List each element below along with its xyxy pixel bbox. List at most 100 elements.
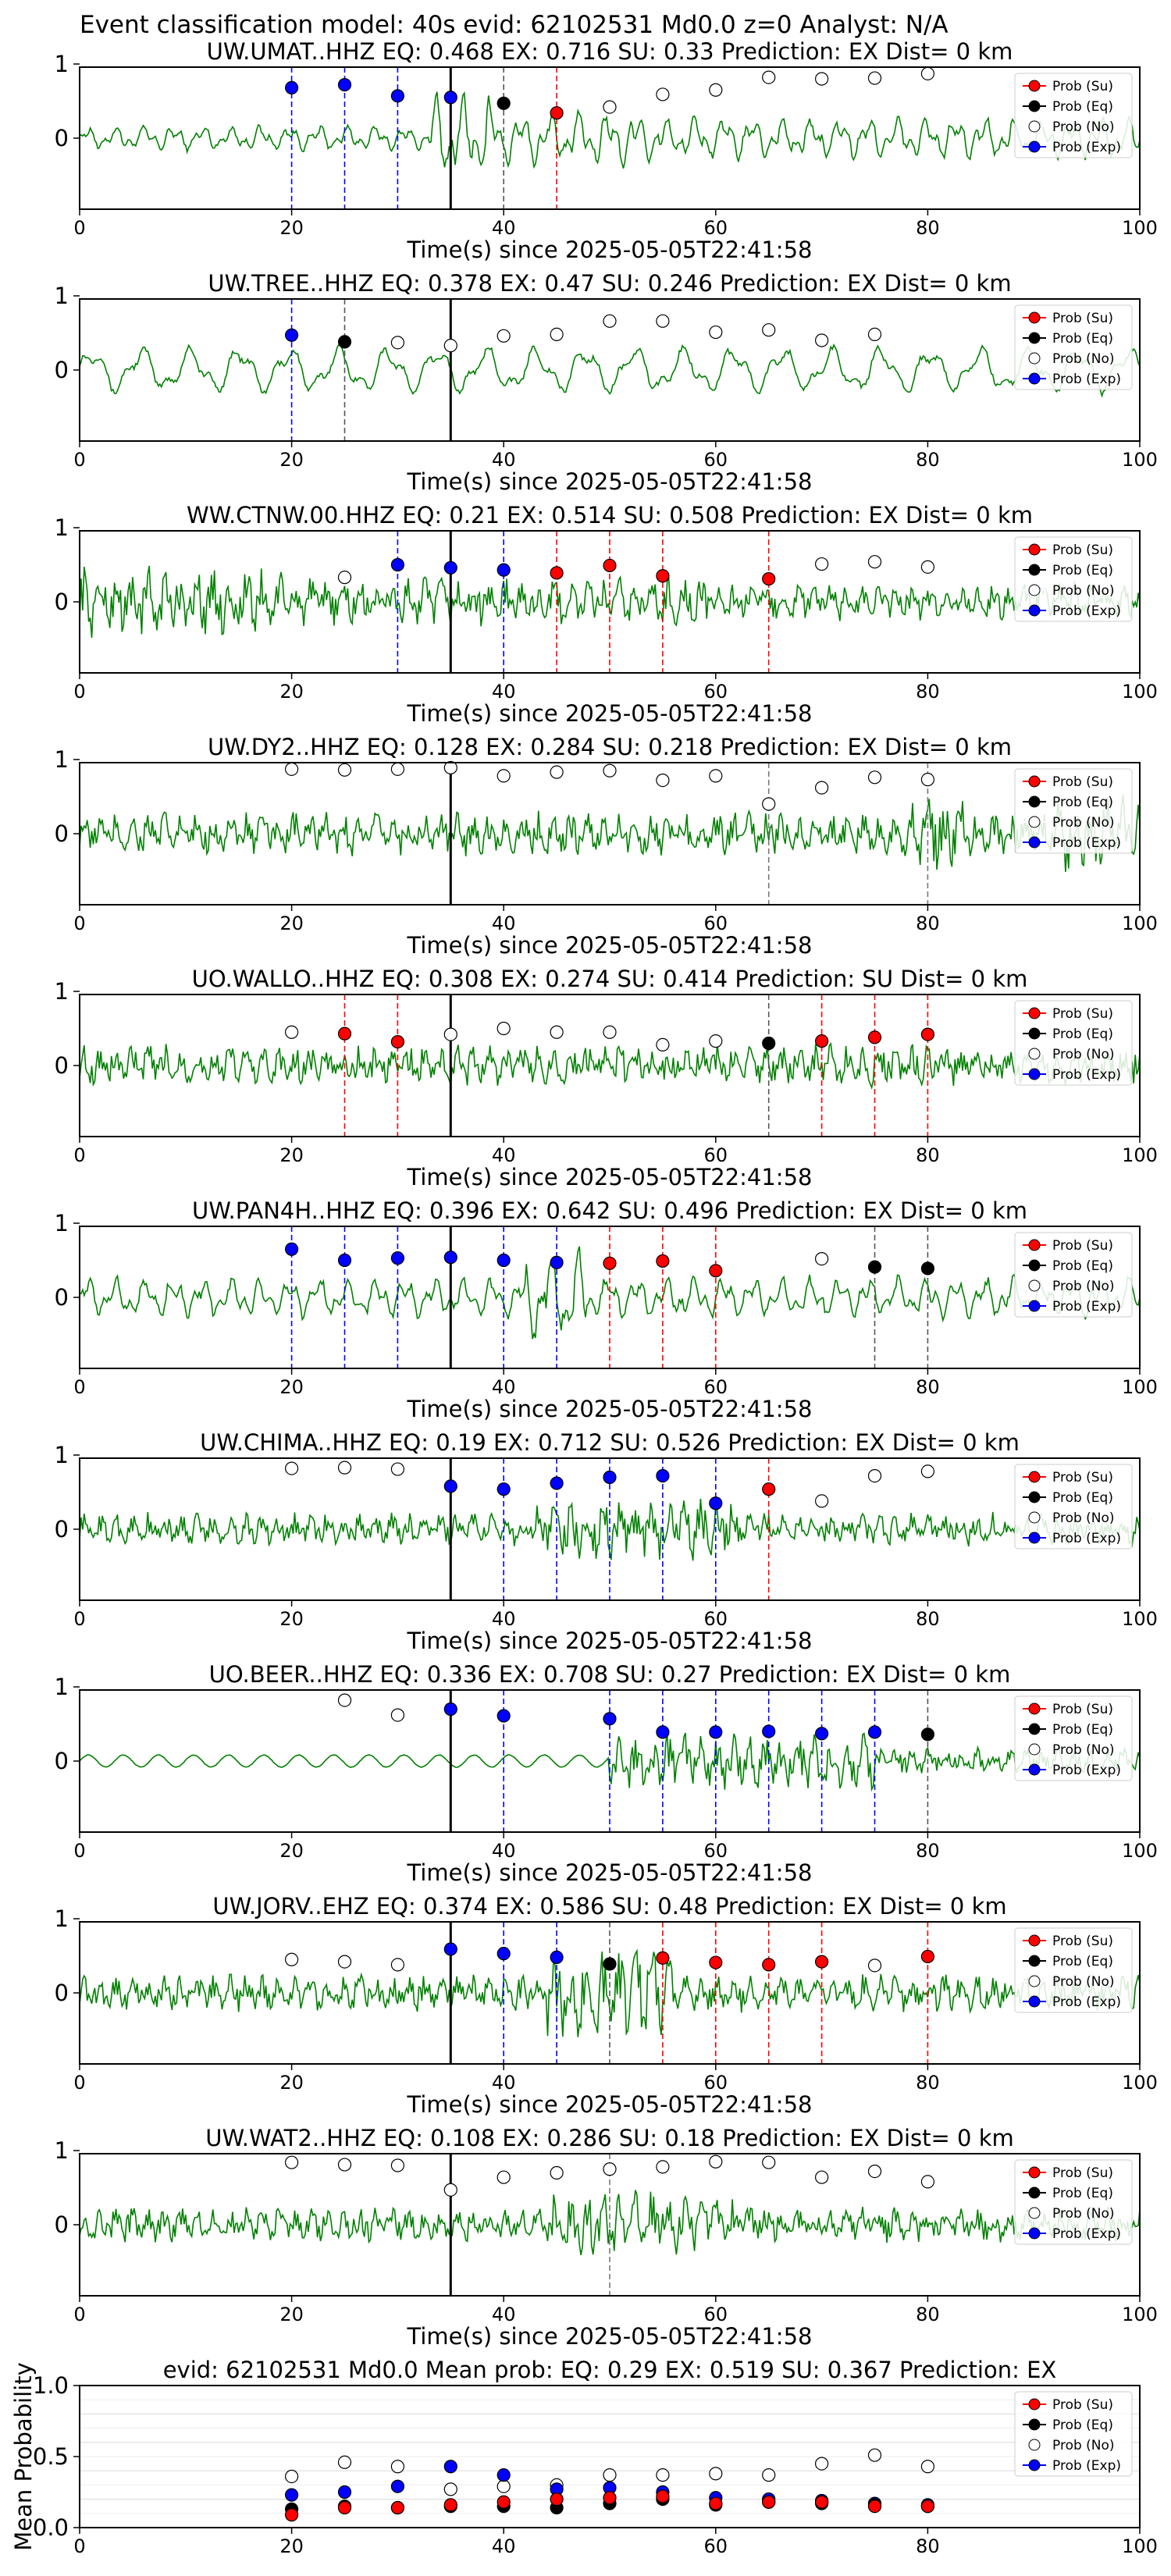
probability-point-no: [867, 555, 882, 569]
legend-marker-no: [1028, 1743, 1041, 1756]
legend-label: Prob (Eq): [1052, 2418, 1113, 2433]
y-tick-label: 0: [55, 1748, 69, 1774]
x-tick-label: 0: [73, 681, 85, 703]
legend-label: Prob (Exp): [1052, 2458, 1121, 2474]
probability-point-no: [603, 763, 617, 777]
legend-marker-eq: [1028, 1723, 1041, 1735]
legend: Prob (Su) Prob (Eq) Prob (No) Prob (Exp): [1014, 1000, 1133, 1086]
probability-point-exp: [443, 1942, 457, 1956]
panel-1: UW.TREE..HHZ EQ: 0.378 EX: 0.47 SU: 0.24…: [55, 270, 1158, 495]
panel-title: UW.DY2..HHZ EQ: 0.128 EX: 0.284 SU: 0.21…: [208, 734, 1012, 760]
probability-point-exp: [443, 91, 457, 105]
probability-point-eq: [920, 1727, 935, 1742]
x-axis-label: Time(s) since 2025-05-05T22:41:58: [407, 2091, 813, 2118]
legend-label: Prob (Exp): [1052, 1299, 1121, 1315]
probability-point-no: [443, 339, 457, 353]
x-tick-label: 0: [73, 1144, 85, 1166]
legend-marker-no: [1028, 1975, 1041, 1987]
probability-point-no: [443, 760, 457, 775]
mean-point-su: [656, 2489, 670, 2503]
legend-marker-exp: [1028, 2227, 1041, 2240]
legend: Prob (Su) Prob (Eq) Prob (No) Prob (Exp): [1014, 73, 1133, 158]
probability-point-exp: [390, 1251, 404, 1265]
y-tick-label: 1: [55, 1905, 69, 1932]
x-tick-label: 100: [1122, 681, 1158, 703]
panel-4: UO.WALLO..HHZ EQ: 0.308 EX: 0.274 SU: 0.…: [55, 966, 1158, 1190]
probability-point-no: [337, 1955, 352, 1969]
probability-point-eq: [920, 1261, 935, 1276]
legend-label: Prob (Exp): [1052, 603, 1121, 619]
x-tick-label: 60: [704, 1840, 728, 1862]
panel-0: UW.UMAT..HHZ EQ: 0.468 EX: 0.716 SU: 0.3…: [55, 38, 1158, 263]
mean-point-su: [285, 2508, 299, 2522]
probability-point-no: [709, 83, 723, 97]
legend-label: Prob (Exp): [1052, 1763, 1121, 1778]
x-tick-label: 0: [73, 1376, 85, 1398]
y-tick-label: 0.0: [33, 2514, 69, 2541]
probability-point-no: [337, 763, 352, 777]
y-tick-label: 0: [55, 357, 69, 383]
x-axis-label: Time(s) since 2025-05-05T22:41:58: [407, 932, 813, 959]
legend-marker-eq: [1028, 1491, 1041, 1503]
x-tick-label: 40: [492, 1840, 516, 1862]
x-tick-label: 80: [916, 1376, 940, 1398]
probability-point-su: [814, 1034, 829, 1048]
waveform-trace: [79, 343, 1141, 398]
probability-point-no: [390, 336, 404, 350]
legend-label: Prob (Su): [1052, 543, 1113, 558]
mean-point-no: [603, 2468, 617, 2482]
x-tick-label: 80: [916, 681, 940, 703]
panel-title: WW.CTNW.00.HHZ EQ: 0.21 EX: 0.514 SU: 0.…: [187, 502, 1033, 528]
legend-marker-su: [1028, 311, 1041, 324]
x-tick-label: 40: [492, 913, 516, 934]
x-tick-label: 20: [279, 913, 304, 934]
legend-label: Prob (No): [1052, 1974, 1115, 1990]
probability-point-su: [814, 1955, 829, 1969]
probability-point-su: [337, 1026, 352, 1041]
probability-point-no: [867, 770, 882, 785]
probability-point-su: [762, 1482, 776, 1496]
legend-frame: [1014, 1464, 1133, 1550]
probability-point-exp: [497, 1482, 511, 1496]
x-tick-label: 80: [916, 449, 940, 471]
probability-point-exp: [550, 1255, 564, 1269]
legend: Prob (Su) Prob (Eq) Prob (No) Prob (Exp): [1014, 304, 1133, 390]
probability-point-exp: [443, 1479, 457, 1493]
x-tick-label: 40: [492, 2535, 516, 2557]
panel-title: UW.WAT2..HHZ EQ: 0.108 EX: 0.286 SU: 0.1…: [205, 2125, 1014, 2151]
legend-marker-su: [1028, 1471, 1041, 1483]
panel-title: UW.PAN4H..HHZ EQ: 0.396 EX: 0.642 SU: 0.…: [192, 1197, 1027, 1224]
mean-point-su: [920, 2500, 935, 2514]
legend-marker-su: [1028, 80, 1041, 92]
panels: UW.UMAT..HHZ EQ: 0.468 EX: 0.716 SU: 0.3…: [10, 38, 1158, 2557]
probability-point-no: [603, 1025, 617, 1039]
legend-label: Prob (Su): [1052, 2165, 1113, 2181]
x-tick-label: 20: [279, 681, 304, 703]
x-tick-label: 100: [1122, 913, 1158, 934]
legend-marker-exp: [1028, 1532, 1041, 1544]
panel-title: UW.CHIMA..HHZ EQ: 0.19 EX: 0.712 SU: 0.5…: [200, 1429, 1020, 1456]
mean-point-su: [337, 2500, 352, 2515]
y-tick-label: 1: [55, 978, 69, 1005]
legend-frame: [1014, 2159, 1133, 2245]
probability-point-exp: [337, 1253, 352, 1268]
probability-point-no: [814, 1494, 829, 1508]
y-tick-label: 0: [55, 125, 69, 151]
probability-point-no: [443, 2183, 457, 2197]
x-tick-label: 40: [492, 2072, 516, 2094]
mean-point-su: [550, 2492, 564, 2507]
x-axis-label: Time(s) since 2025-05-05T22:41:58: [407, 468, 813, 495]
probability-point-eq: [337, 335, 352, 349]
legend-frame: [1014, 2391, 1133, 2477]
probability-point-no: [762, 797, 776, 811]
mean-point-exp: [390, 2479, 404, 2493]
legend-label: Prob (Su): [1052, 774, 1113, 790]
probability-point-no: [762, 323, 776, 337]
waveform-trace: [79, 91, 1141, 169]
legend-marker-eq: [1028, 1259, 1041, 1272]
legend-frame: [1014, 1000, 1133, 1086]
probability-point-no: [603, 2162, 617, 2176]
x-tick-label: 40: [492, 217, 516, 239]
